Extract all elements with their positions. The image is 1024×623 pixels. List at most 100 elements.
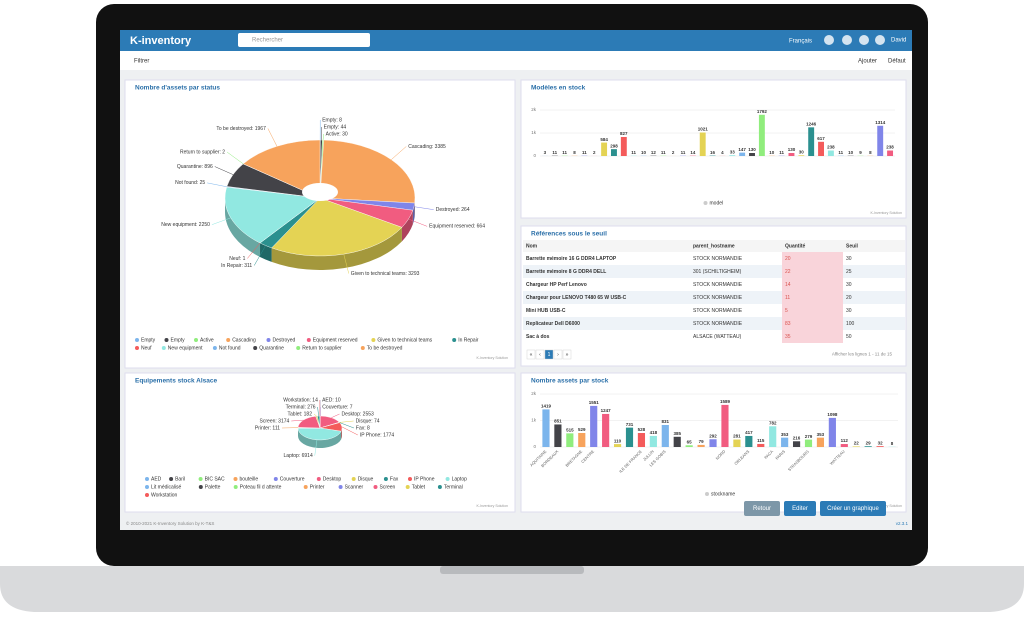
legend-label[interactable]: Return to supplier — [302, 345, 342, 351]
legend-label[interactable]: Not found — [219, 345, 241, 351]
bar[interactable] — [818, 142, 824, 156]
bar[interactable] — [674, 437, 681, 447]
bar[interactable] — [662, 425, 669, 447]
bar[interactable] — [817, 438, 824, 447]
bar[interactable] — [865, 446, 872, 447]
icon[interactable] — [842, 35, 852, 45]
bar[interactable] — [650, 436, 657, 447]
bar[interactable] — [798, 155, 804, 156]
value-label: 851 — [554, 419, 562, 424]
filter-button[interactable]: Filtrer — [134, 59, 149, 65]
bar[interactable] — [745, 436, 752, 447]
user-icon[interactable] — [875, 35, 885, 45]
legend-label[interactable]: AED — [151, 476, 162, 482]
bar[interactable] — [739, 153, 745, 156]
bar[interactable] — [621, 137, 627, 156]
bar[interactable] — [877, 126, 883, 156]
logo[interactable]: K-inventory — [130, 35, 192, 47]
bar[interactable] — [700, 133, 706, 156]
bar[interactable] — [749, 153, 755, 156]
bar[interactable] — [805, 440, 812, 447]
bar[interactable] — [602, 414, 609, 447]
bar[interactable] — [709, 439, 716, 447]
legend-label[interactable]: Scanner — [345, 484, 364, 490]
bar[interactable] — [638, 433, 645, 447]
legend-label[interactable]: Lit médicalisé — [151, 484, 182, 490]
bar[interactable] — [686, 445, 693, 447]
legend-label[interactable]: Empty — [171, 337, 186, 343]
legend-label[interactable]: Tablet — [412, 484, 426, 490]
legend-label[interactable]: Neuf — [141, 345, 152, 351]
legend-label[interactable]: Couverture — [280, 476, 305, 482]
bar[interactable] — [808, 127, 814, 156]
panel-title: Modèles en stock — [531, 85, 586, 92]
legend-label[interactable]: model — [710, 200, 724, 206]
bar[interactable] — [793, 441, 800, 447]
bar[interactable] — [566, 433, 573, 447]
user-name[interactable]: David — [891, 38, 906, 44]
legend-label[interactable]: Empty — [141, 337, 156, 343]
legend-label[interactable]: To be destroyed — [367, 345, 403, 351]
legend-label[interactable]: New equipment — [168, 345, 203, 351]
legend-label[interactable]: Equipment reserved — [313, 337, 358, 343]
legend-label[interactable]: Laptop — [452, 476, 468, 482]
legend-label[interactable]: Fax — [390, 476, 399, 482]
legend-label[interactable]: Printer — [310, 484, 325, 490]
bar[interactable] — [626, 428, 633, 447]
view-button[interactable]: Défaut — [888, 59, 906, 65]
edit-label[interactable]: Editer — [792, 506, 808, 512]
bar[interactable] — [590, 406, 597, 447]
legend-label[interactable]: Given to technical teams — [377, 337, 432, 343]
bar[interactable] — [829, 418, 836, 447]
value-label: 11 — [779, 150, 784, 155]
bar[interactable] — [759, 115, 765, 156]
icon[interactable] — [859, 35, 869, 45]
legend-label[interactable]: Screen — [380, 484, 396, 490]
bar[interactable] — [601, 143, 607, 156]
bar[interactable] — [781, 438, 788, 447]
back-label[interactable]: Retour — [753, 506, 771, 512]
bar[interactable] — [887, 151, 893, 156]
bar[interactable] — [733, 440, 740, 447]
legend-label[interactable]: bouteille — [240, 476, 259, 482]
legend-label[interactable]: Workstation — [151, 492, 178, 498]
legend-label[interactable]: Destroyed — [273, 337, 296, 343]
page-label[interactable]: 1 — [548, 352, 551, 358]
bar[interactable] — [828, 151, 834, 156]
legend-label[interactable]: Quarantine — [259, 345, 284, 351]
bar[interactable] — [729, 155, 735, 156]
bar[interactable] — [769, 426, 776, 447]
legend-label[interactable]: IP Phone — [414, 476, 435, 482]
bar[interactable] — [542, 409, 549, 447]
page-label[interactable]: « — [530, 352, 533, 358]
legend-label[interactable]: Poteau fil d attente — [240, 484, 282, 490]
bar[interactable] — [611, 149, 617, 156]
bar[interactable] — [614, 444, 621, 447]
legend-label[interactable]: Baril — [175, 476, 185, 482]
legend-label[interactable]: Disque — [358, 476, 374, 482]
bar[interactable] — [698, 445, 705, 447]
legend-label[interactable]: In Repair — [458, 337, 479, 343]
bar[interactable] — [554, 424, 561, 447]
page-label[interactable]: » — [566, 352, 569, 358]
create-label[interactable]: Créer un graphique — [827, 506, 879, 512]
language[interactable]: Français — [789, 39, 812, 45]
bar[interactable] — [578, 433, 585, 447]
legend-label[interactable]: BIC SAC — [205, 476, 225, 482]
legend-label[interactable]: Desktop — [323, 476, 342, 482]
legend-label[interactable]: Palette — [205, 484, 221, 490]
legend-label[interactable]: Terminal — [444, 484, 463, 490]
bar[interactable] — [789, 153, 795, 156]
bar[interactable] — [841, 444, 848, 447]
table-info: Afficher les lignes 1 - 11 de 15 — [832, 352, 893, 357]
add-button[interactable]: Ajouter — [858, 59, 877, 65]
legend-label[interactable]: stockname — [711, 491, 735, 497]
value-label: 130 — [788, 147, 796, 152]
legend-label[interactable]: Active — [200, 337, 214, 343]
bar[interactable] — [721, 405, 728, 447]
icon[interactable] — [824, 35, 834, 45]
bar[interactable] — [877, 446, 884, 447]
bar[interactable] — [757, 444, 764, 447]
bar[interactable] — [853, 446, 860, 447]
legend-label[interactable]: Cascading — [232, 337, 256, 343]
